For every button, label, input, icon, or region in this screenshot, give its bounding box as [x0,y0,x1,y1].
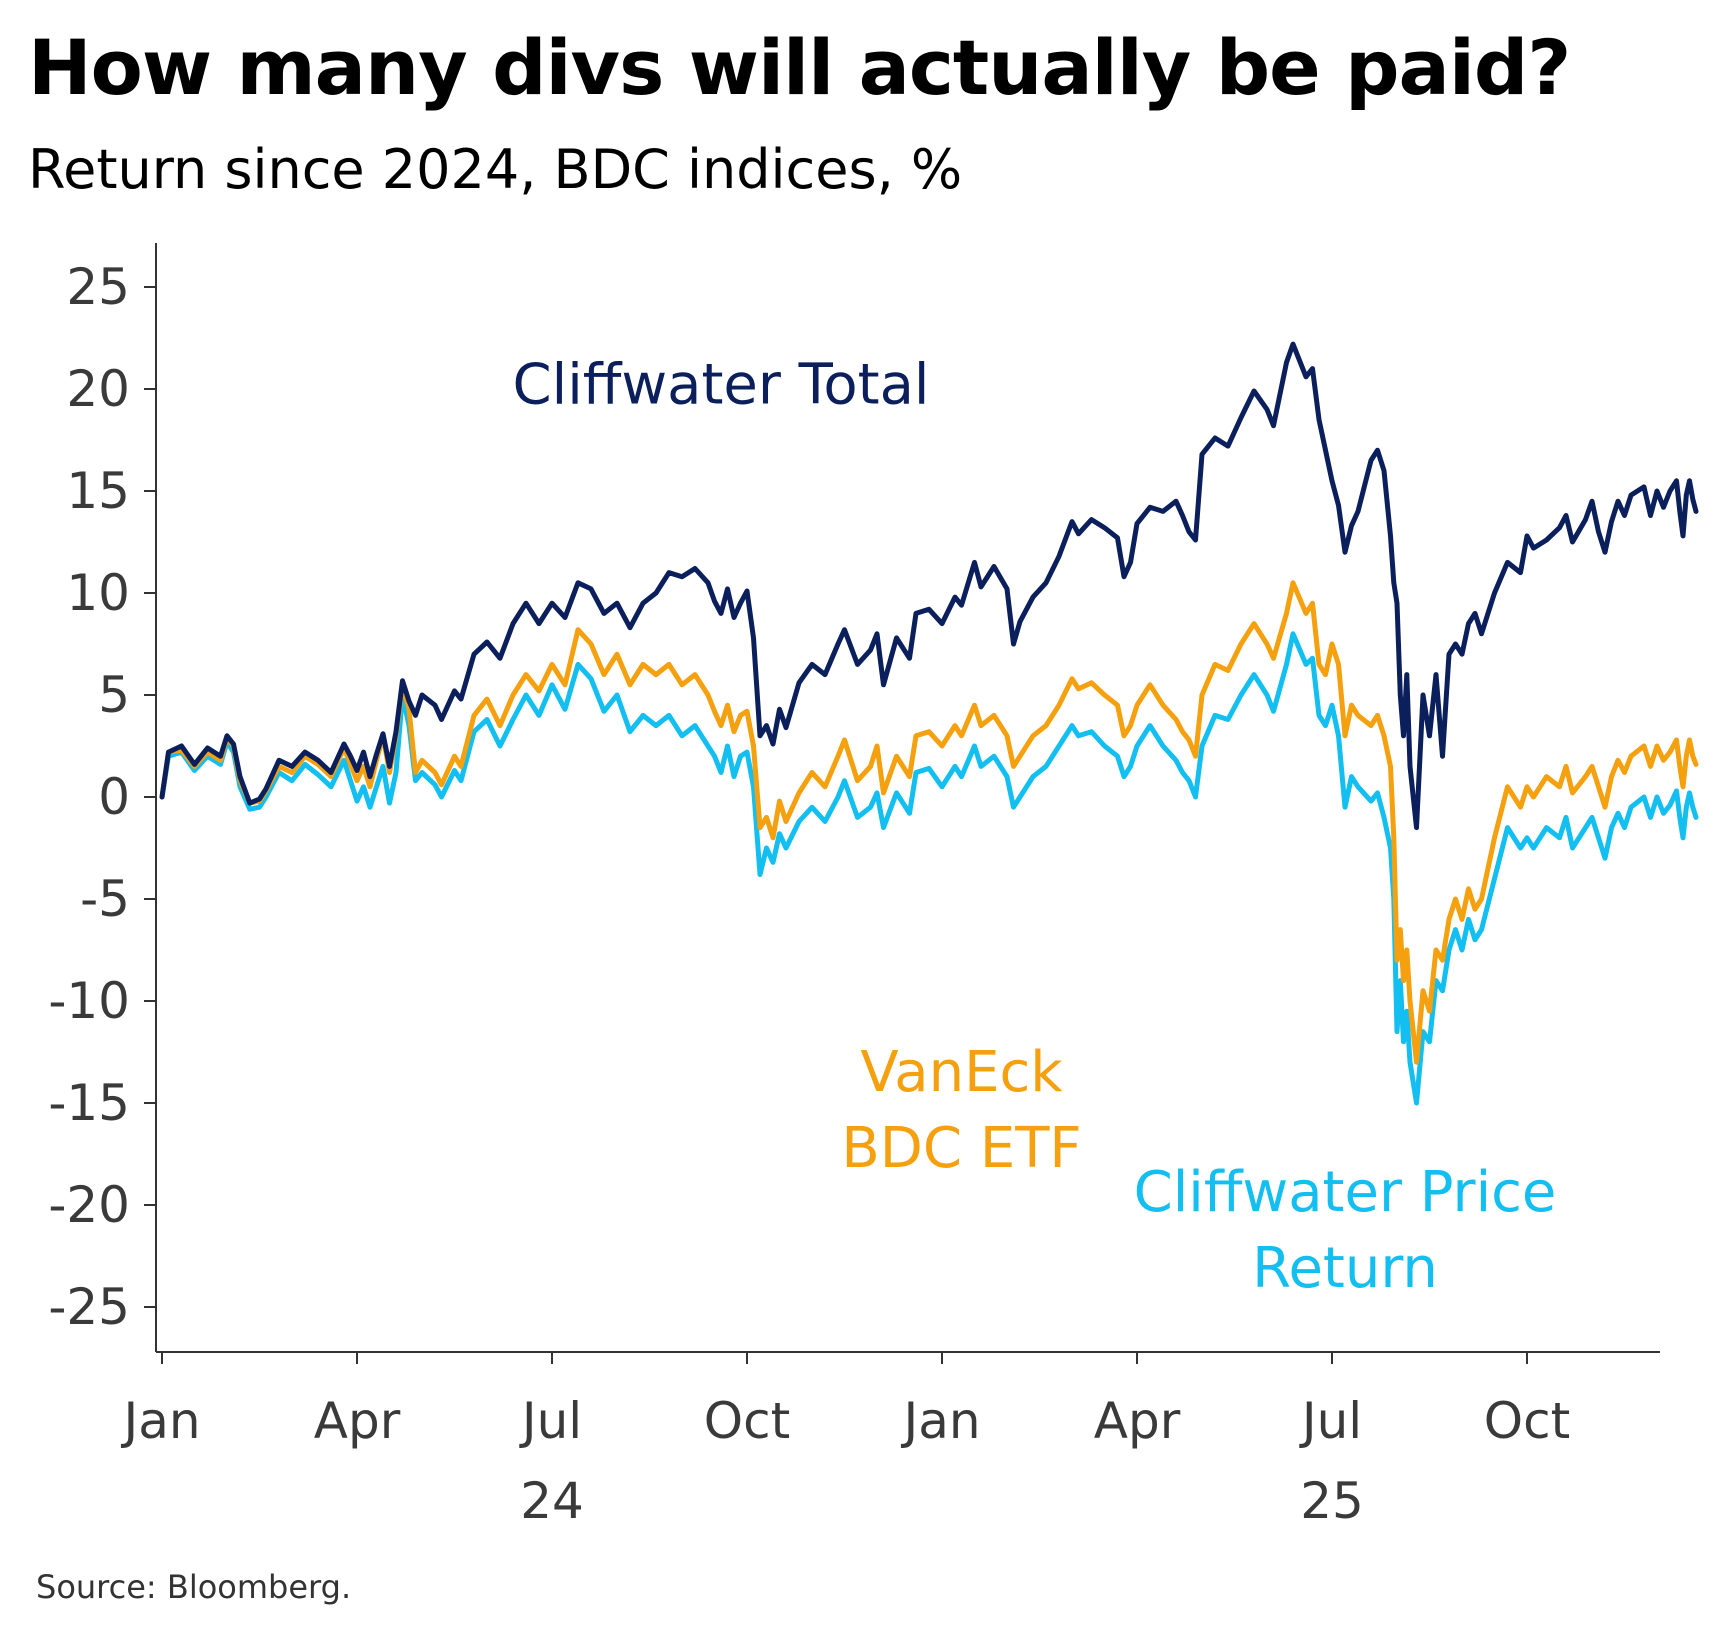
series-line-cliffwater-total [159,341,1699,831]
x-tick-label: Jan [120,1392,200,1450]
series-labels: Cliffwater Total VanEck BDC ETF Cliffwater … [513,352,1557,1301]
x-tick-label: Oct [1484,1392,1570,1450]
series-label-cliffwater-price-return: Cliffwater Price Return [1134,1160,1557,1301]
y-tick-label: 5 [98,666,130,724]
series-label-cliffwater-total: Cliffwater Total [513,352,930,417]
series-label-line: Cliffwater Total [513,352,930,417]
chart-axes: 25 20 15 10 5 0 -5 -10 -15 -20 -25 Jan Apr Jul 24 Oct Ja… [48,243,1660,1530]
x-year-label: 24 [520,1472,584,1530]
x-tick-label: Jan [900,1392,980,1450]
series-label-vaneck-bdc-etf: VanEck BDC ETF [841,1040,1081,1181]
series-line-vaneck-bdc-etf [159,580,1699,1065]
y-tick-label: 20 [66,360,130,418]
y-tick-label: -15 [48,1074,130,1132]
x-tick-label: Apr [1094,1392,1181,1450]
y-tick-label: 0 [98,768,130,826]
series-label-line: Cliffwater Price [1134,1160,1557,1225]
series-label-line: BDC ETF [841,1116,1081,1181]
series-label-line: VanEck [860,1040,1063,1105]
chart-series [159,341,1699,1106]
chart-title: How many divs will actually be paid? [28,23,1571,112]
y-tick-label: 15 [66,462,130,520]
x-tick-label: Apr [314,1392,401,1450]
y-tick-label: 25 [66,258,130,316]
chart-subtitle: Return since 2024, BDC indices, % [28,138,963,201]
y-tick-label: -20 [48,1176,130,1234]
y-tick-label: -25 [48,1278,130,1336]
source-note: Source: Bloomberg. [36,1568,352,1606]
y-tick-label: -10 [48,972,130,1030]
x-year-label: 25 [1300,1472,1364,1530]
series-line-cliffwater-price-return [159,631,1699,1106]
y-tick-label: -5 [80,870,130,928]
y-tick-label: 10 [66,564,130,622]
x-tick-label: Jul [1299,1392,1362,1450]
series-label-line: Return [1252,1236,1438,1301]
x-tick-label: Jul [519,1392,582,1450]
x-tick-label: Oct [704,1392,790,1450]
